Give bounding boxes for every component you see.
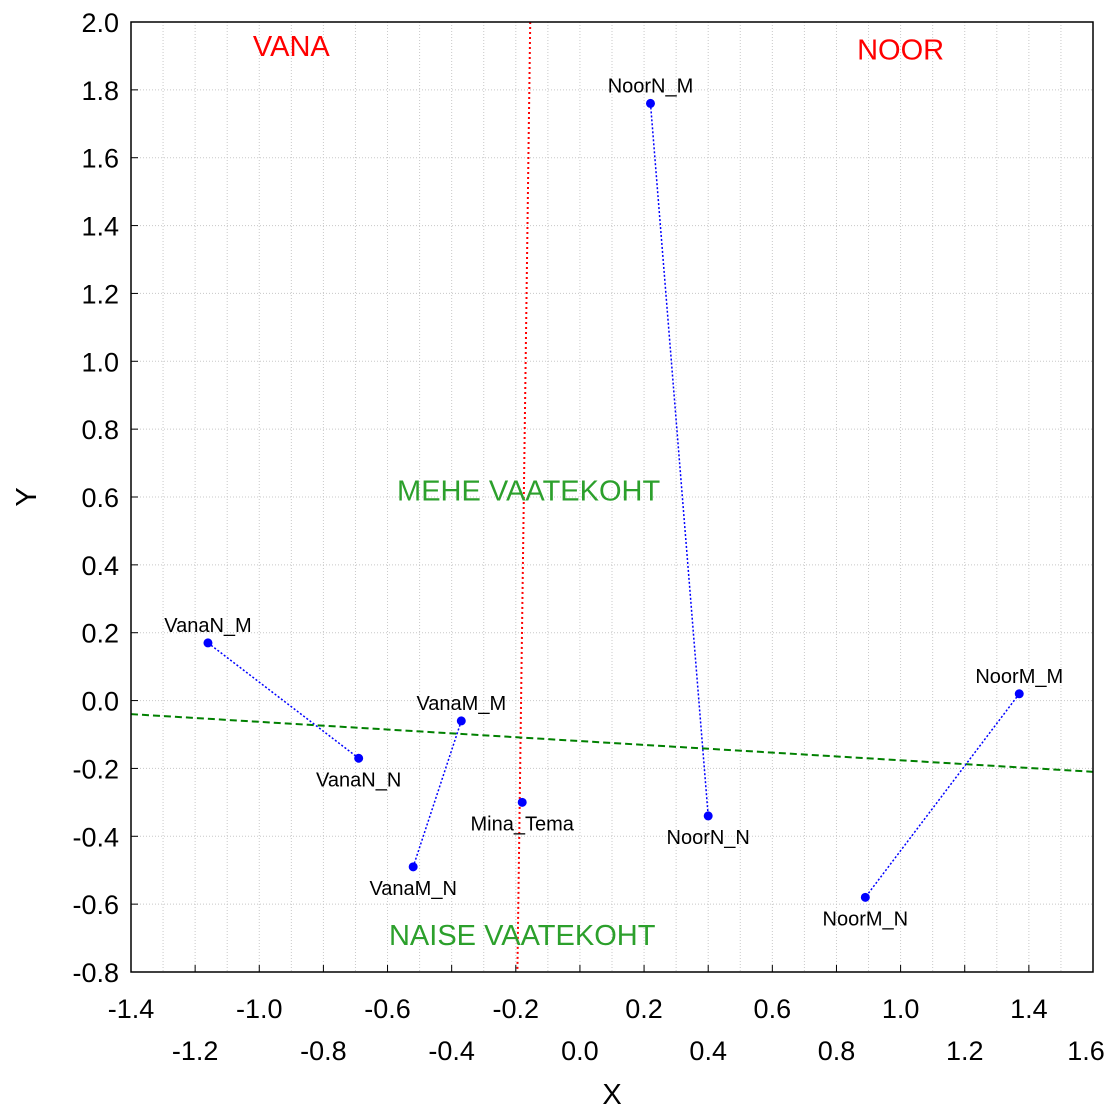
y-tick-label: 0.0 [81, 687, 119, 717]
annotation-text: NOOR [857, 34, 944, 66]
data-point [354, 753, 364, 763]
y-tick-label: -0.8 [72, 958, 119, 988]
data-point [703, 811, 713, 821]
x-tick-label: 1.0 [882, 994, 920, 1024]
point-label: NoorM_M [975, 666, 1063, 688]
x-tick-label: -0.4 [428, 1036, 475, 1066]
data-point [456, 716, 466, 726]
y-tick-label: -0.6 [72, 890, 119, 920]
x-tick-label: 0.4 [689, 1036, 727, 1066]
x-tick-label: -1.4 [108, 994, 155, 1024]
data-point [860, 892, 870, 902]
x-tick-label: 0.8 [818, 1036, 856, 1066]
vertical-divider-line [516, 21, 532, 973]
y-tick-label: -0.2 [72, 754, 119, 784]
connections [207, 103, 1020, 898]
point-label: VanaM_N [369, 878, 456, 900]
connection-line [412, 720, 462, 868]
x-tick-label: 0.6 [754, 994, 792, 1024]
connection-line [649, 103, 709, 816]
data-point [203, 638, 213, 648]
x-tick-label: -0.8 [300, 1036, 347, 1066]
horizontal-divider-line [130, 713, 1094, 773]
point-label: VanaN_M [164, 615, 251, 637]
x-tick-label: -1.0 [236, 994, 283, 1024]
y-tick-label: 1.2 [81, 279, 119, 309]
x-axis-label: X [602, 1079, 621, 1111]
y-tick-label: 1.0 [81, 347, 119, 377]
data-points: NoorN_M NoorN_N NoorM_M NoorM_N VanaN_M VanaN… [164, 75, 1063, 930]
y-tick-label: -0.4 [72, 822, 119, 852]
x-tick-label: -0.2 [493, 994, 540, 1024]
y-tick-label: 1.4 [81, 212, 119, 242]
data-point [645, 98, 655, 108]
point-label: VanaN_N [316, 769, 401, 791]
y-tick-label: 0.6 [81, 483, 119, 513]
x-tick-label: 0.2 [625, 994, 663, 1024]
x-tick-label: 1.6 [1067, 1036, 1105, 1066]
reference-lines [130, 21, 1094, 973]
y-axis-label: Y [11, 487, 43, 506]
x-tick-label: 1.4 [1010, 994, 1048, 1024]
y-tick-label: 1.8 [81, 76, 119, 106]
annotation-text: VANA [253, 31, 330, 63]
data-point [517, 797, 527, 807]
annotations: VANA NOOR MEHE VAATEKOHT NAISE VAATEKOHT [253, 31, 944, 952]
x-tick-label: 0.0 [561, 1036, 599, 1066]
connection-line [864, 693, 1020, 898]
y-tick-label: 0.4 [81, 551, 119, 581]
x-tick-label: -1.2 [172, 1036, 219, 1066]
axis-ticks: 2.0 1.8 1.6 1.4 1.2 1.0 0.8 0.6 0.4 0.2 0.0 -0.2 -0.… [72, 8, 1104, 1066]
annotation-text: MEHE VAATEKOHT [397, 475, 660, 507]
point-label: NoorM_N [823, 908, 909, 930]
y-tick-label: 1.6 [81, 144, 119, 174]
point-label: NoorN_M [608, 75, 694, 97]
annotation-text: NAISE VAATEKOHT [389, 920, 656, 952]
point-label: VanaM_M [416, 693, 506, 715]
y-tick-label: 0.2 [81, 619, 119, 649]
x-tick-label: -0.6 [364, 994, 411, 1024]
y-tick-label: 2.0 [81, 8, 119, 38]
data-point [1014, 689, 1024, 699]
point-label: NoorN_N [667, 827, 750, 849]
x-tick-label: 1.2 [946, 1036, 984, 1066]
point-label: Mina_Tema [471, 813, 575, 835]
data-point [408, 862, 418, 872]
y-tick-label: 0.8 [81, 415, 119, 445]
